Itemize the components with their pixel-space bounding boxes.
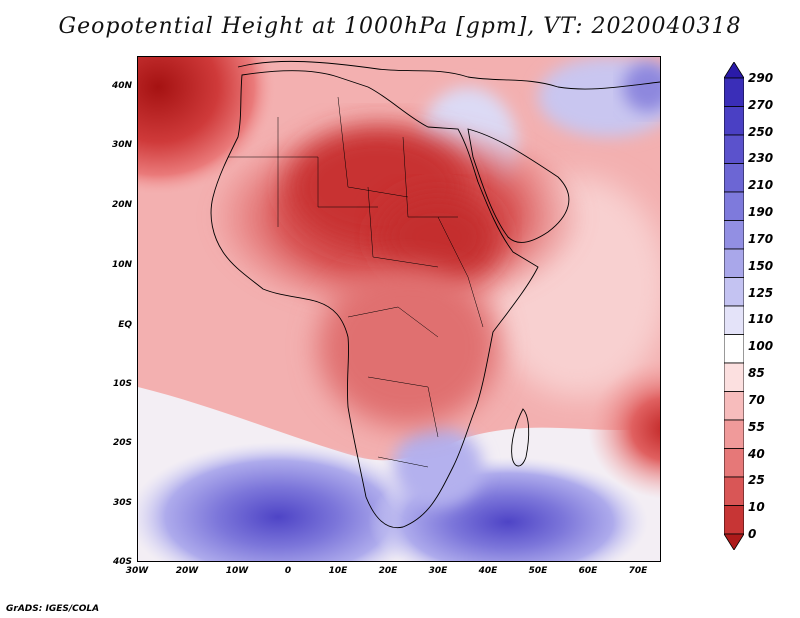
lon-label-0: 0 [284, 566, 292, 576]
colorbar-label-85: 85 [748, 366, 765, 381]
colorbar-label-230: 230 [748, 151, 774, 166]
colorbar-cell [724, 419, 744, 449]
lon-label-50e: 50E [528, 566, 548, 576]
colorbar-label-150: 150 [748, 258, 774, 273]
colorbar-top-arrow [724, 62, 744, 79]
colorbar-label-210: 210 [748, 178, 774, 193]
lat-label-10s: 10S [112, 379, 132, 389]
lat-label-10n: 10N [111, 260, 132, 270]
colorbar-label-10: 10 [748, 500, 765, 515]
colorbar-label-125: 125 [748, 285, 774, 300]
colorbar-label-110: 110 [748, 312, 774, 327]
colorbar-cell [724, 334, 744, 364]
colorbar-cell [724, 476, 744, 506]
colorbar-cell [724, 277, 744, 307]
colorbar-label-55: 55 [748, 419, 765, 434]
lat-label-30s: 30S [112, 498, 132, 508]
lat-label-40s: 40S [112, 557, 132, 567]
lat-label-eq: EQ [118, 320, 132, 330]
colorbar-label-100: 100 [748, 339, 774, 354]
colorbar-label-40: 40 [748, 446, 765, 461]
colorbar-cell [724, 191, 744, 221]
colorbar-label-290: 290 [748, 71, 774, 85]
lon-label-70e: 70E [628, 566, 648, 576]
colorbar-cell [724, 220, 744, 250]
lon-label-60e: 60E [578, 566, 598, 576]
colorbar-cell [724, 248, 744, 278]
lat-label-40n: 40N [111, 81, 132, 91]
map-panel [137, 56, 661, 562]
colorbar-label-0: 0 [748, 527, 757, 541]
colorbar-label-170: 170 [748, 231, 774, 246]
colorbar-cell [724, 305, 744, 335]
lon-label-30w: 30W [125, 566, 149, 576]
colorbar-cell [724, 448, 744, 478]
colorbar [724, 62, 744, 550]
chart-title: Geopotential Height at 1000hPa [gpm], VT… [58, 14, 742, 39]
lon-label-30e: 30E [428, 566, 448, 576]
colorbar-label-270: 270 [748, 97, 774, 112]
colorbar-cell [724, 163, 744, 193]
lat-label-20n: 20N [111, 200, 132, 210]
grads-credit: GrADS: IGES/COLA [6, 604, 100, 614]
colorbar-label-70: 70 [748, 392, 765, 407]
colorbar-cell [724, 134, 744, 164]
lat-label-30n: 30N [111, 140, 132, 150]
lon-label-20w: 20W [175, 566, 199, 576]
colorbar-label-25: 25 [748, 473, 765, 488]
lat-label-20s: 20S [112, 438, 132, 448]
colorbar-label-190: 190 [748, 205, 774, 220]
lon-label-40e: 40E [478, 566, 498, 576]
colorbar-cell [724, 505, 744, 535]
lon-label-10e: 10E [328, 566, 348, 576]
colorbar-cell [724, 362, 744, 392]
lon-label-20e: 20E [378, 566, 398, 576]
colorbar-label-250: 250 [748, 124, 774, 139]
colorbar-cell [724, 391, 744, 421]
colorbar-cell [724, 77, 744, 107]
lon-label-10w: 10W [225, 566, 249, 576]
colorbar-bottom-arrow [724, 533, 744, 550]
colorbar-cell [724, 106, 744, 136]
